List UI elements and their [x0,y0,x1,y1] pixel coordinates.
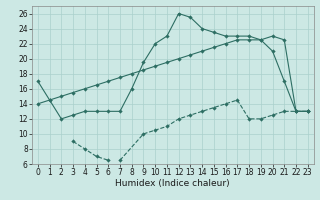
X-axis label: Humidex (Indice chaleur): Humidex (Indice chaleur) [116,179,230,188]
